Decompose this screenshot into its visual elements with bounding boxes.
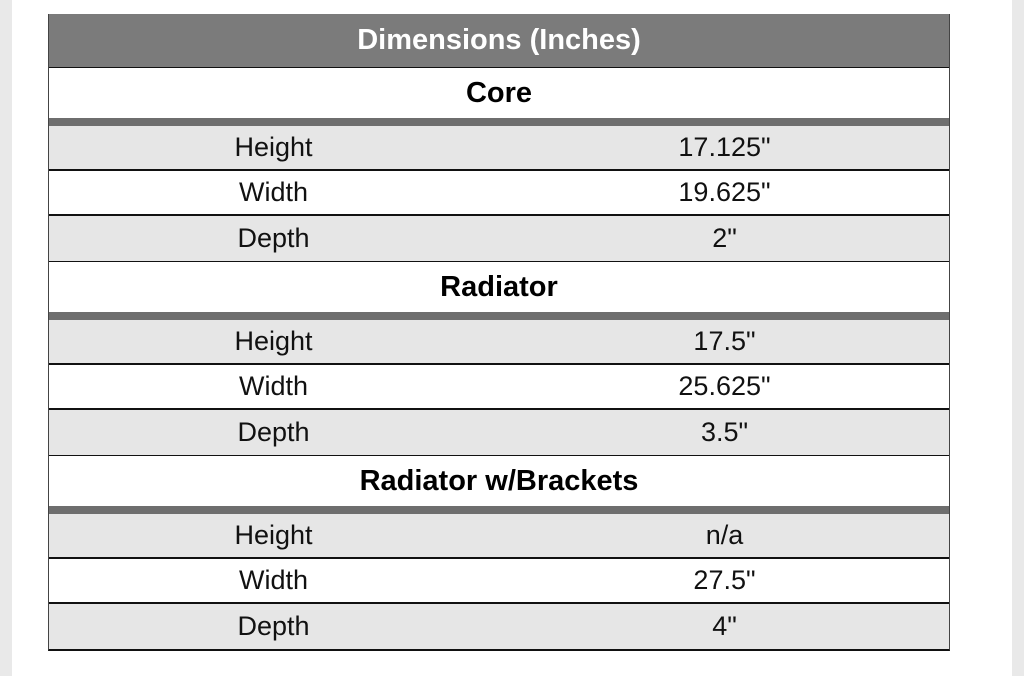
table-title: Dimensions (Inches)	[49, 14, 949, 67]
dimension-value: 17.125"	[678, 132, 771, 162]
side-strip	[1012, 0, 1024, 676]
dimension-label: Width	[238, 371, 309, 401]
table-row: Height 17.125"	[49, 126, 949, 171]
dimensions-table: Dimensions (Inches) Core Height 17.125" Wid…	[48, 14, 950, 651]
table-row: Width 27.5"	[49, 559, 949, 604]
section-divider	[49, 312, 949, 320]
dimension-label: Depth	[237, 223, 310, 253]
dimension-value: 3.5"	[700, 417, 749, 447]
dimension-label: Width	[238, 565, 309, 595]
section-title: Radiator w/Brackets	[49, 455, 949, 506]
dimension-value: 27.5"	[693, 565, 756, 595]
dimension-label: Depth	[237, 611, 310, 641]
section-rows: Height n/a Width 27.5" Depth 4"	[49, 514, 949, 649]
table-row: Depth 3.5"	[49, 410, 949, 455]
dimension-label: Height	[234, 326, 313, 356]
dimension-value: 19.625"	[678, 177, 771, 207]
table-row: Height 17.5"	[49, 320, 949, 365]
dimension-label: Width	[238, 177, 309, 207]
side-strip	[0, 0, 12, 676]
dimension-value: 2"	[712, 223, 737, 253]
dimension-label: Depth	[237, 417, 310, 447]
dimension-value: 25.625"	[678, 371, 771, 401]
section-title: Radiator	[49, 261, 949, 312]
dimension-value: 4"	[712, 611, 737, 641]
section-rows: Height 17.125" Width 19.625" Depth 2"	[49, 126, 949, 261]
section-divider	[49, 118, 949, 126]
table-row: Depth 2"	[49, 216, 949, 261]
dimension-label: Height	[234, 520, 313, 550]
section-divider	[49, 506, 949, 514]
section-title: Core	[49, 67, 949, 118]
table-row: Width 19.625"	[49, 171, 949, 216]
dimension-value: n/a	[705, 520, 744, 550]
dimension-label: Height	[234, 132, 313, 162]
table-row: Depth 4"	[49, 604, 949, 649]
table-row: Width 25.625"	[49, 365, 949, 410]
table-row: Height n/a	[49, 514, 949, 559]
dimension-value: 17.5"	[693, 326, 756, 356]
section-rows: Height 17.5" Width 25.625" Depth 3.5"	[49, 320, 949, 455]
